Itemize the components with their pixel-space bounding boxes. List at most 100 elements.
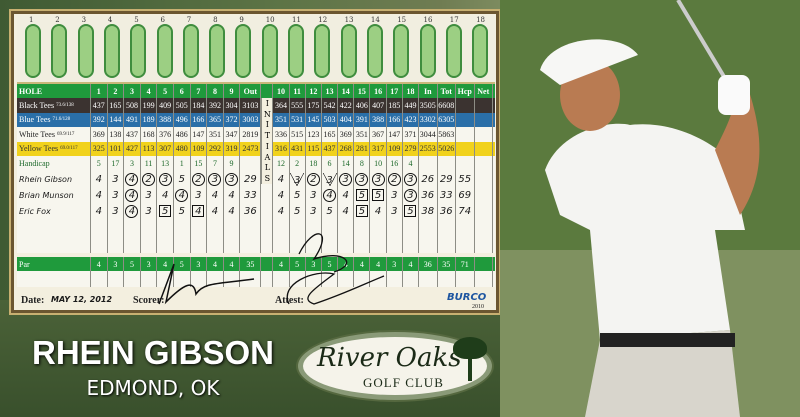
cell-text: 55 (458, 173, 472, 185)
hole-diagram (182, 24, 199, 78)
hole-cell (387, 236, 403, 253)
hole-cell: 3 (191, 257, 208, 271)
hole-cell: 555 (290, 98, 306, 113)
tot-cell: 36 (438, 203, 457, 219)
hcp-cell (456, 141, 475, 156)
blank-row (17, 219, 495, 236)
hole-cell: 5 (290, 187, 306, 203)
cell-text: 4 (277, 173, 285, 185)
hole-number: 8 (207, 84, 224, 98)
blank-row (17, 271, 495, 287)
hole-number: 1 (91, 84, 108, 98)
initials-letter: L (264, 163, 271, 173)
hole-cell: 279 (403, 141, 420, 156)
cell-text: 3 (208, 172, 222, 186)
hole-cell: 2 (191, 171, 208, 187)
cell-text: 36 (423, 259, 432, 269)
cell-text: 4 (175, 188, 189, 202)
cell-text: 38 (421, 205, 435, 217)
hole-cell: 3 (387, 257, 403, 271)
cell-text: 376 (159, 129, 172, 139)
out-cell: 3003 (240, 112, 262, 127)
initials-cell (261, 236, 274, 253)
hole-number: 16 (370, 84, 387, 98)
tot-cell: 29 (438, 171, 457, 187)
cell-text: 279 (404, 144, 417, 154)
tee-row: Black Tees 73.6/138 437 165 508 199 409 505 184 3… (17, 98, 495, 113)
hole-diagram-number: 16 (423, 16, 433, 24)
in-cell: 36 (419, 187, 438, 203)
cell-text: 138 (109, 129, 122, 139)
hole-cell (141, 271, 158, 287)
cell-text: 166 (388, 115, 401, 125)
hole-number: 6 (174, 84, 191, 98)
hole-cell: 407 (370, 98, 387, 113)
hole-cell: 4 (124, 187, 141, 203)
cell-text: 4 (95, 189, 102, 201)
hole-cell (124, 236, 141, 253)
cell-text: 12 (309, 86, 318, 96)
hole-diagram-number: 12 (318, 16, 328, 24)
hole-cell (306, 271, 322, 287)
hole-diagram (288, 24, 304, 78)
hole-cell: 508 (124, 98, 141, 113)
cell-text: 372 (225, 115, 238, 125)
cell-text: 4 (359, 259, 364, 269)
hole-cell: 184 (191, 98, 208, 113)
cell-text: 144 (109, 115, 122, 125)
hole-cell: 175 (306, 98, 322, 113)
hole-cell: 5 (354, 203, 371, 219)
hole-diagram (472, 24, 489, 78)
cell-text: 3 (145, 205, 152, 217)
cell-text: 437 (92, 100, 105, 110)
tee-rating: 73.6/138 (56, 102, 74, 108)
cell-text: 2 (387, 172, 401, 186)
hole-cell: 123 (306, 127, 322, 142)
out-cell: 29 (240, 171, 262, 187)
cell-text: 5 (159, 205, 172, 217)
cell-text: 9 (229, 86, 234, 96)
hole-diagram-number: 13 (344, 16, 354, 24)
player-name: Brian Munson (17, 187, 91, 203)
cell-text: Out (243, 86, 258, 96)
handicap-row: Handicap 5 17 3 11 13 1 15 7 9 12 2 18 6 14 8 10 16 4 (17, 156, 495, 171)
hole-cell: 3 (191, 187, 208, 203)
hole-cell: 4 (273, 171, 290, 187)
hole-cell (124, 271, 141, 287)
hole-cell: 316 (273, 141, 290, 156)
cell-text: 4 (277, 205, 285, 217)
cell-text: 4 (342, 205, 349, 217)
cell-text: 36 (421, 189, 435, 201)
hole-cell: 189 (141, 112, 158, 127)
cell-text: 185 (388, 100, 401, 110)
hole-cell: 115 (306, 141, 322, 156)
hole-cell: 3 (338, 171, 355, 187)
hole-cell: 5 (354, 187, 371, 203)
hole-cell: 3 (141, 257, 158, 271)
hole-cell: 18 (306, 156, 322, 171)
in-header: In (419, 84, 438, 98)
cell-text: 199 (142, 100, 155, 110)
hole-cell (108, 271, 125, 287)
cell-text: 3 (371, 172, 385, 186)
cell-text: 12 (276, 159, 285, 168)
hole-cell: 168 (141, 127, 158, 142)
hcp-cell: 55 (456, 171, 475, 187)
player-row: Rhein Gibson 4 3 4 2 3 5 2 3 3 29 4 3 2 3 3 3 3 2 3 26 29 55 (17, 171, 495, 187)
hole-cell (403, 236, 420, 253)
hole-cell: 109 (191, 141, 208, 156)
hole-cell: 369 (91, 127, 108, 142)
hole-cell (322, 219, 339, 236)
hole-cell: 449 (403, 98, 420, 113)
out-cell (240, 271, 262, 287)
hole-cell: 2 (290, 156, 306, 171)
tee-rating: 69.0/117 (60, 146, 78, 152)
hole-cell: 376 (157, 127, 174, 142)
cell-text: 5 (178, 205, 185, 217)
cell-text: 3 (392, 259, 397, 269)
signatures (158, 233, 385, 305)
hole-cell: 4 (207, 257, 224, 271)
tot-cell: 5026 (438, 141, 457, 156)
hole-diagram (25, 24, 41, 78)
